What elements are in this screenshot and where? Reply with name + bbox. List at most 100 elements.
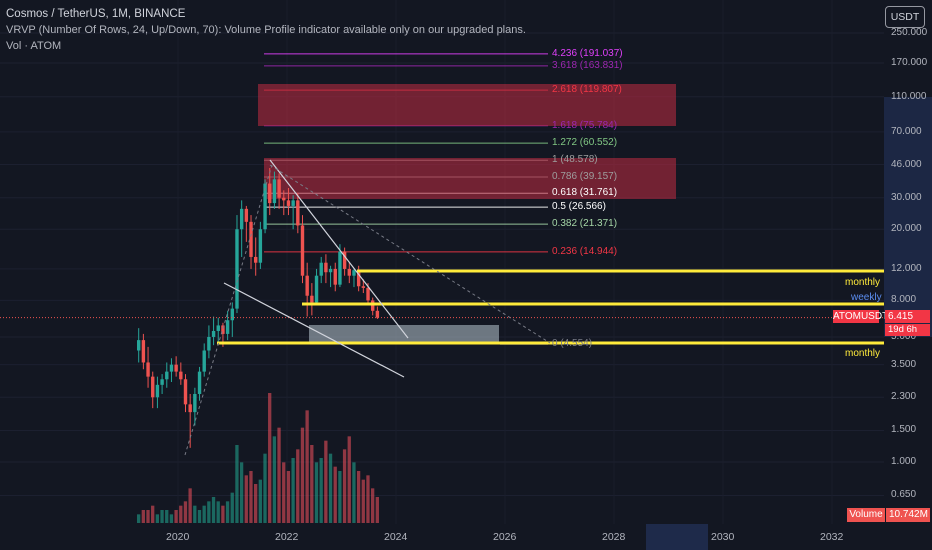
candle-body <box>235 229 239 309</box>
candle-body <box>179 371 183 380</box>
fib-label: 3.618 (163.831) <box>552 59 623 71</box>
candle-body <box>155 384 160 398</box>
candle-body <box>165 371 169 380</box>
volume-bar <box>151 505 155 523</box>
candle-body <box>169 364 174 372</box>
x-tick-label: 2032 <box>820 531 844 543</box>
volume-bar <box>188 488 192 523</box>
volume-bar <box>272 436 277 523</box>
candle-body <box>342 251 347 269</box>
y-tick-label: 30.000 <box>891 191 922 203</box>
candle-body <box>310 295 314 303</box>
volume-bar <box>282 462 286 523</box>
volume-bar <box>291 458 295 523</box>
volume-value: 10.742M <box>886 508 930 522</box>
volume-bar <box>319 458 323 523</box>
y-tick-label: 12.000 <box>891 262 922 274</box>
candle-body <box>221 325 225 334</box>
currency-button[interactable]: USDT <box>885 6 925 28</box>
fib-label: 2.618 (119.807) <box>552 84 622 96</box>
candle-body <box>197 371 202 394</box>
fib-base-diagonal <box>184 164 273 456</box>
symbol-title[interactable]: Cosmos / TetherUS, 1M, BINANCE <box>6 8 186 20</box>
candle-body <box>211 330 216 337</box>
time-axis-highlight <box>646 524 708 550</box>
y-tick-label: 8.000 <box>891 294 917 306</box>
candle-body <box>151 376 155 398</box>
volume-bars <box>137 393 379 523</box>
fib-label: 0.236 (14.944) <box>552 245 618 257</box>
descending-trendline <box>269 159 409 339</box>
candle-body <box>371 300 375 311</box>
monthly-top-label: monthly <box>845 277 881 288</box>
supply-zone-upper <box>258 84 676 126</box>
candle-body <box>193 393 197 413</box>
monthly-bottom-label: monthly <box>845 348 881 359</box>
candle-body <box>183 379 188 405</box>
volume-bar <box>286 471 291 523</box>
candle-body <box>282 197 286 201</box>
volume-bar <box>296 449 300 523</box>
y-tick-label: 250.000 <box>891 27 928 38</box>
volume-bar <box>324 440 328 523</box>
candle-body <box>202 350 206 372</box>
fib-label: 0.786 (39.157) <box>552 171 618 183</box>
fib-label: 0.5 (26.566) <box>552 201 606 213</box>
plot-background <box>0 0 884 524</box>
candle-body <box>347 268 351 276</box>
price-axis-highlight <box>884 97 932 337</box>
candle-body <box>319 262 323 276</box>
candle-body <box>207 336 211 351</box>
volume-bar <box>235 445 239 523</box>
candle-body <box>254 256 258 263</box>
volume-bar <box>244 475 248 523</box>
zones <box>258 84 676 344</box>
y-tick-label: 170.000 <box>891 56 928 68</box>
candle-body <box>324 262 328 273</box>
fib-label: 1 (48.578) <box>552 154 598 166</box>
candle-body <box>188 404 192 413</box>
volume-bar <box>254 484 258 523</box>
candles <box>137 167 380 448</box>
volume-bar <box>193 505 197 523</box>
grid <box>0 32 884 496</box>
candle-body <box>300 225 305 276</box>
fib-label: 1.272 (60.552) <box>552 137 618 149</box>
volume-bar <box>141 510 145 523</box>
fib-projection-diagonal <box>269 164 551 344</box>
candle-body <box>239 208 244 230</box>
candle-body <box>174 364 178 372</box>
x-tick-label: 2028 <box>602 531 626 543</box>
volume-bar <box>361 479 365 523</box>
volume-legend[interactable]: Vol · ATOM <box>6 40 62 52</box>
volume-bar <box>225 501 230 523</box>
volume-bar <box>371 488 375 523</box>
candle-body <box>225 320 230 334</box>
volume-bar <box>268 393 272 523</box>
demand-zone <box>309 325 499 344</box>
volume-bar <box>249 471 253 523</box>
volume-bar <box>239 462 244 523</box>
x-tick-label: 2024 <box>384 531 408 543</box>
volume-bar <box>352 462 356 523</box>
volume-bar <box>165 510 169 523</box>
x-tick-label: 2030 <box>711 531 735 543</box>
candle-body <box>244 208 249 222</box>
indicator-legend[interactable]: VRVP (Number Of Rows, 24, Up/Down, 70): … <box>6 24 526 36</box>
volume-bar <box>230 492 234 523</box>
fib-label: 0 (4.554) <box>552 338 593 350</box>
x-tick-label: 2020 <box>166 531 190 543</box>
candle-body <box>361 286 366 288</box>
volume-bar <box>137 514 141 523</box>
candle-body <box>291 200 295 206</box>
y-tick-label: 1.500 <box>891 424 917 436</box>
lower-wedge-line <box>223 282 405 378</box>
candle-body <box>356 270 361 287</box>
volume-bar <box>211 497 216 523</box>
candle-body <box>230 308 234 321</box>
y-tick-label: 0.650 <box>891 489 917 501</box>
volume-bar <box>179 505 183 523</box>
candle-body <box>263 183 267 230</box>
y-tick-label: 46.000 <box>891 158 922 170</box>
